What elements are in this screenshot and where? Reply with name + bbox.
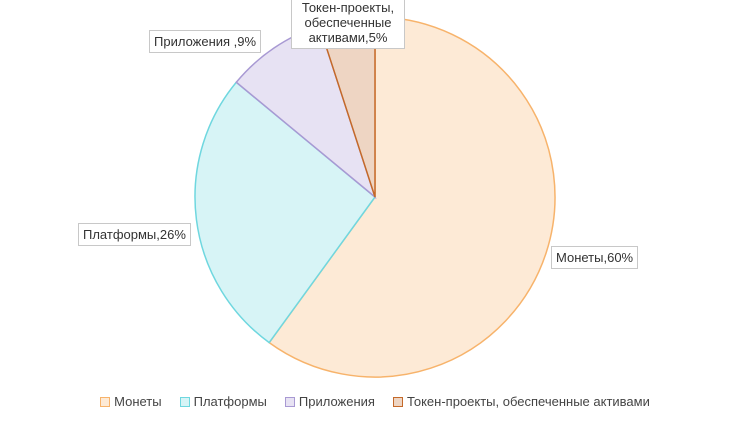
pie-slice [194,81,377,344]
legend-label: Монеты [114,394,162,409]
legend: Монеты Платформы Приложения Токен-проекты, … [0,394,750,409]
legend-item: Платформы [179,394,267,409]
legend-label: Приложения [298,394,375,409]
legend-item: Токен-проекты, обеспеченные активами [392,394,650,409]
legend-label: Платформы [193,394,267,409]
pie-slice [268,16,556,378]
legend-item: Приложения [284,394,375,409]
legend-swatch [100,396,111,407]
legend-swatch [179,396,190,407]
legend-label: Токен-проекты, обеспеченные активами [406,394,650,409]
legend-item: Монеты [100,394,162,409]
legend-swatch [284,396,295,407]
data-label: Монеты,60% [551,246,639,269]
data-label: Платформы,26% [78,223,191,246]
data-label: Токен-проекты, обеспеченные активами,5% [291,0,405,49]
data-label: Приложения ,9% [149,30,262,53]
legend-swatch [392,396,403,407]
